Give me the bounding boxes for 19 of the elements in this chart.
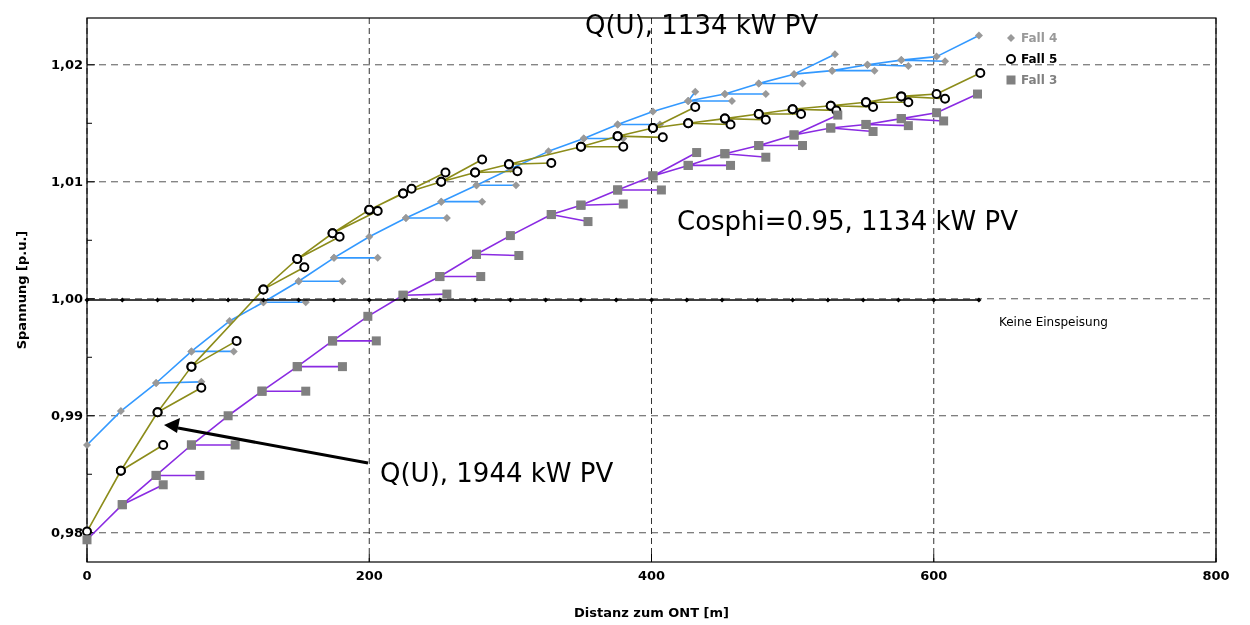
y-tick-label: 1,02 [50, 57, 83, 73]
x-tick-label: 600 [920, 568, 948, 583]
legend-label: Fall 5 [1021, 52, 1058, 67]
legend-label: Fall 3 [1021, 73, 1058, 88]
x-tick-label: 400 [637, 568, 666, 583]
x-tick-label: 200 [355, 568, 383, 583]
y-axis-title: Spannung [p.u.] [14, 230, 29, 350]
series-label: Keine Einspeisung [998, 314, 1108, 329]
x-tick-label: 0 [82, 568, 92, 583]
y-tick-label: 0,98 [50, 525, 83, 541]
x-tick-label: 800 [1202, 568, 1230, 583]
annotation: Cosphi=0.95, 1134 kW PV [677, 206, 1019, 236]
legend-label: Fall 4 [1021, 31, 1058, 46]
y-tick-label: 1,01 [50, 174, 83, 190]
x-axis-title: Distanz zum ONT [m] [574, 605, 729, 620]
annotation: Q(U), 1944 kW PV [380, 458, 614, 488]
annotation: Q(U), 1134 kW PV [585, 10, 819, 40]
y-tick-label: 1,00 [50, 291, 83, 307]
y-tick-label: 0,99 [50, 408, 83, 424]
